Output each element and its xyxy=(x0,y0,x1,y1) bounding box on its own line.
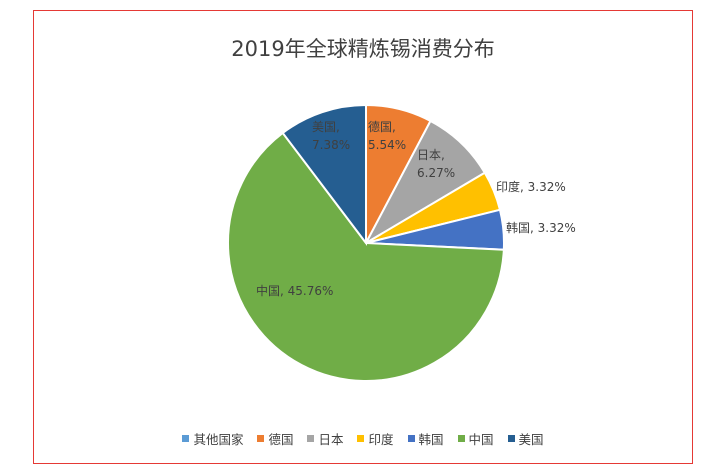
legend-item-1: 德国 xyxy=(257,429,293,448)
legend-swatch xyxy=(357,435,365,442)
legend-item-2: 日本 xyxy=(307,429,343,448)
legend-item-0: 其他国家 xyxy=(182,429,243,448)
legend-label: 德国 xyxy=(268,432,294,447)
pie-slice-5 xyxy=(227,131,505,382)
chart-frame: 2019年全球精炼锡消费分布 德国, 5.54% 日本, 6.27% 印度, 3.32%… xyxy=(33,10,693,464)
slice-label-6: 美国, 7.38% xyxy=(312,120,350,152)
legend-swatch xyxy=(307,435,315,442)
legend-swatch xyxy=(457,435,465,442)
chart-title: 2019年全球精炼锡消费分布 xyxy=(231,37,495,61)
legend-label: 印度 xyxy=(368,432,394,447)
slice-label-3: 印度, 3.32% xyxy=(496,179,566,194)
legend-swatch xyxy=(257,435,265,442)
legend-item-5: 中国 xyxy=(457,429,494,448)
pie-slice-6 xyxy=(281,103,367,246)
legend-label: 韩国 xyxy=(418,432,444,447)
legend-item-3: 印度 xyxy=(357,429,394,448)
pie-chart: 德国, 5.54% 日本, 6.27% 印度, 3.32% 韩国, 3.32% 中国, 45… xyxy=(227,103,576,382)
legend-label: 其他国家 xyxy=(193,432,244,447)
slice-label-1: 德国, 5.54% xyxy=(368,119,406,152)
legend-swatch xyxy=(407,435,415,442)
legend-label: 日本 xyxy=(318,432,344,447)
legend: 其他国家 德国 日本 印度 韩国 中国 美国 xyxy=(34,429,692,448)
legend-item-6: 美国 xyxy=(507,429,544,448)
legend-label: 中国 xyxy=(468,432,494,447)
slice-label-4: 韩国, 3.32% xyxy=(506,220,576,235)
legend-swatch xyxy=(507,435,515,442)
slice-label-5: 中国, 45.76% xyxy=(256,283,333,298)
legend-swatch xyxy=(182,435,190,442)
legend-item-4: 韩国 xyxy=(407,429,444,448)
legend-label: 美国 xyxy=(518,432,544,447)
slice-label-2: 日本, 6.27% xyxy=(417,148,455,180)
